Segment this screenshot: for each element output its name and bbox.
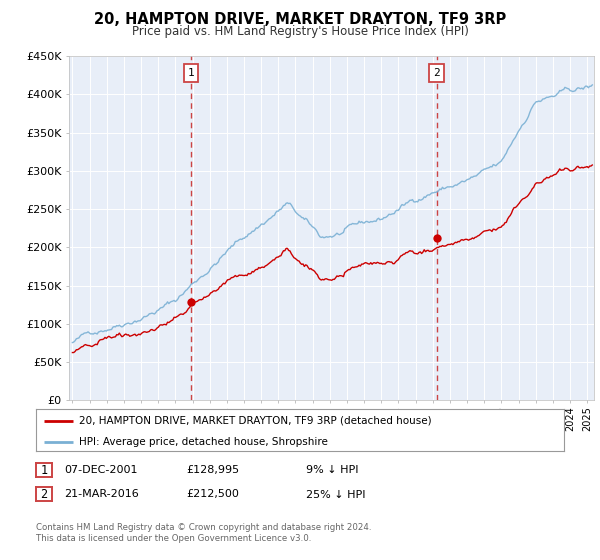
Text: 20, HAMPTON DRIVE, MARKET DRAYTON, TF9 3RP (detached house): 20, HAMPTON DRIVE, MARKET DRAYTON, TF9 3… (79, 416, 432, 426)
Text: Price paid vs. HM Land Registry's House Price Index (HPI): Price paid vs. HM Land Registry's House … (131, 25, 469, 38)
Text: 9% ↓ HPI: 9% ↓ HPI (306, 465, 359, 475)
Text: £212,500: £212,500 (186, 489, 239, 500)
Text: 25% ↓ HPI: 25% ↓ HPI (306, 489, 365, 500)
Text: £128,995: £128,995 (186, 465, 239, 475)
Text: HPI: Average price, detached house, Shropshire: HPI: Average price, detached house, Shro… (79, 437, 328, 446)
Text: 2: 2 (433, 68, 440, 78)
Text: 1: 1 (188, 68, 194, 78)
Text: 07-DEC-2001: 07-DEC-2001 (64, 465, 138, 475)
Text: 2: 2 (40, 488, 47, 501)
Text: 20, HAMPTON DRIVE, MARKET DRAYTON, TF9 3RP: 20, HAMPTON DRIVE, MARKET DRAYTON, TF9 3… (94, 12, 506, 27)
Text: Contains HM Land Registry data © Crown copyright and database right 2024.: Contains HM Land Registry data © Crown c… (36, 523, 371, 532)
Text: This data is licensed under the Open Government Licence v3.0.: This data is licensed under the Open Gov… (36, 534, 311, 543)
Text: 1: 1 (40, 464, 47, 477)
Text: 21-MAR-2016: 21-MAR-2016 (64, 489, 139, 500)
